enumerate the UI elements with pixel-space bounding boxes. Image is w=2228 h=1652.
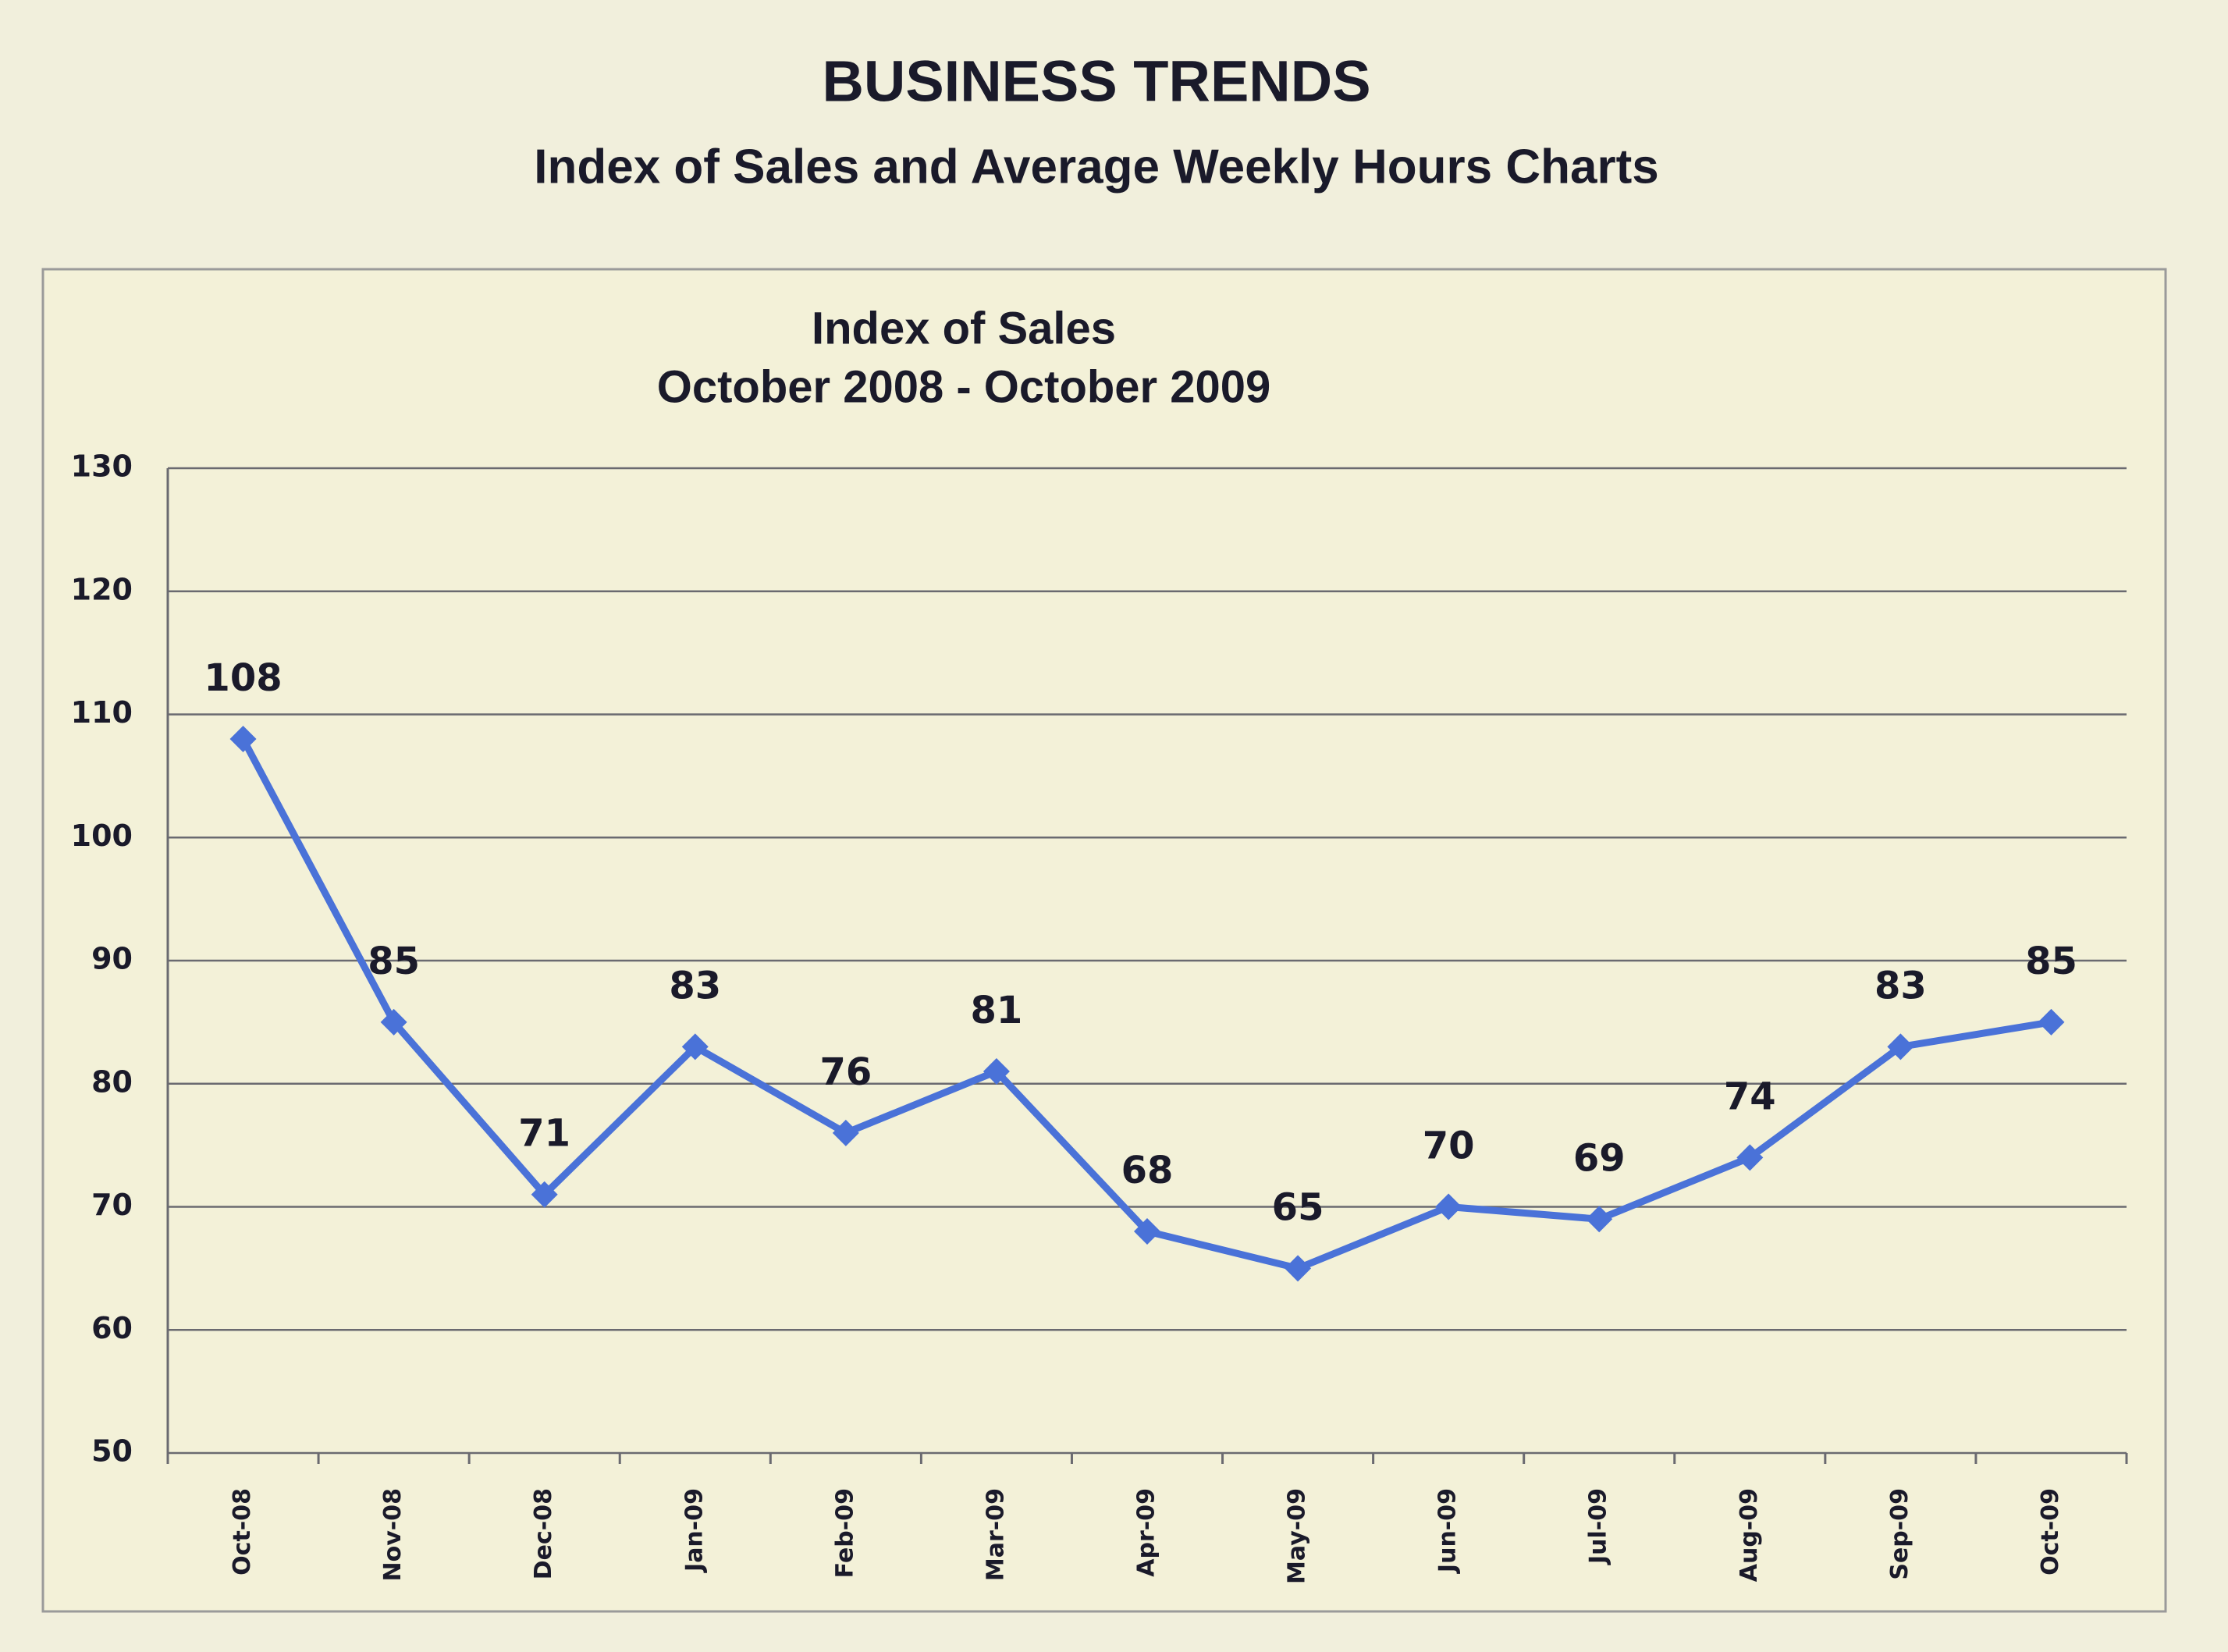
x-tick-label: Oct-09 xyxy=(2037,1488,2064,1576)
x-tick-label: Sep-09 xyxy=(1886,1488,1914,1580)
chart-frame xyxy=(41,268,2167,1613)
x-tick-label: Jun-09 xyxy=(1434,1488,1462,1574)
data-label: 81 xyxy=(971,989,1023,1032)
y-tick-label: 70 xyxy=(91,1188,133,1222)
data-label: 74 xyxy=(1724,1075,1776,1118)
y-tick-label: 50 xyxy=(91,1434,133,1469)
marker xyxy=(229,726,257,753)
data-label: 85 xyxy=(2025,940,2077,983)
marker xyxy=(1887,1033,1914,1060)
marker xyxy=(681,1033,709,1060)
y-tick-label: 110 xyxy=(71,695,133,730)
data-label: 76 xyxy=(819,1050,872,1094)
data-label: 68 xyxy=(1121,1149,1174,1192)
marker xyxy=(983,1057,1010,1085)
x-tick-label: Apr-09 xyxy=(1133,1488,1160,1577)
x-tick-label: Dec-08 xyxy=(530,1488,557,1579)
x-tick-label: Feb-09 xyxy=(831,1488,858,1578)
x-tick-label: Oct-08 xyxy=(229,1488,256,1576)
data-label: 108 xyxy=(204,656,282,700)
marker xyxy=(380,1008,407,1036)
x-tick-label: Jan-09 xyxy=(680,1488,708,1573)
marker xyxy=(1285,1255,1312,1282)
data-label: 83 xyxy=(1874,964,1927,1007)
y-tick-label: 120 xyxy=(71,572,133,606)
x-tick-label: Jul-09 xyxy=(1585,1488,1612,1565)
chart-subtitle: October 2008 - October 2009 xyxy=(657,361,1271,412)
y-tick-label: 100 xyxy=(71,819,133,853)
chart-title: Index of Sales xyxy=(812,303,1116,353)
marker xyxy=(531,1181,558,1208)
x-tick-label: May-09 xyxy=(1284,1488,1311,1584)
y-tick-label: 80 xyxy=(91,1064,133,1099)
marker xyxy=(832,1119,859,1146)
data-label: 65 xyxy=(1272,1185,1324,1229)
marker xyxy=(1435,1193,1462,1220)
marker xyxy=(2038,1008,2065,1036)
marker xyxy=(1586,1206,1613,1233)
data-label: 69 xyxy=(1573,1136,1626,1180)
data-label: 85 xyxy=(368,940,420,983)
data-label: 71 xyxy=(518,1112,570,1156)
x-tick-label: Mar-09 xyxy=(982,1488,1009,1581)
y-tick-label: 90 xyxy=(91,942,133,976)
page-title: BUSINESS TRENDS xyxy=(822,49,1370,114)
x-tick-label: Nov-08 xyxy=(379,1488,407,1581)
marker xyxy=(1134,1218,1160,1245)
data-label: 70 xyxy=(1423,1124,1475,1168)
marker xyxy=(1736,1144,1764,1171)
data-label: 83 xyxy=(669,964,721,1007)
x-tick-label: Aug-09 xyxy=(1736,1488,1763,1582)
page-subtitle: Index of Sales and Average Weekly Hours … xyxy=(534,140,1658,194)
y-tick-label: 130 xyxy=(71,449,133,484)
y-tick-label: 60 xyxy=(91,1311,133,1345)
